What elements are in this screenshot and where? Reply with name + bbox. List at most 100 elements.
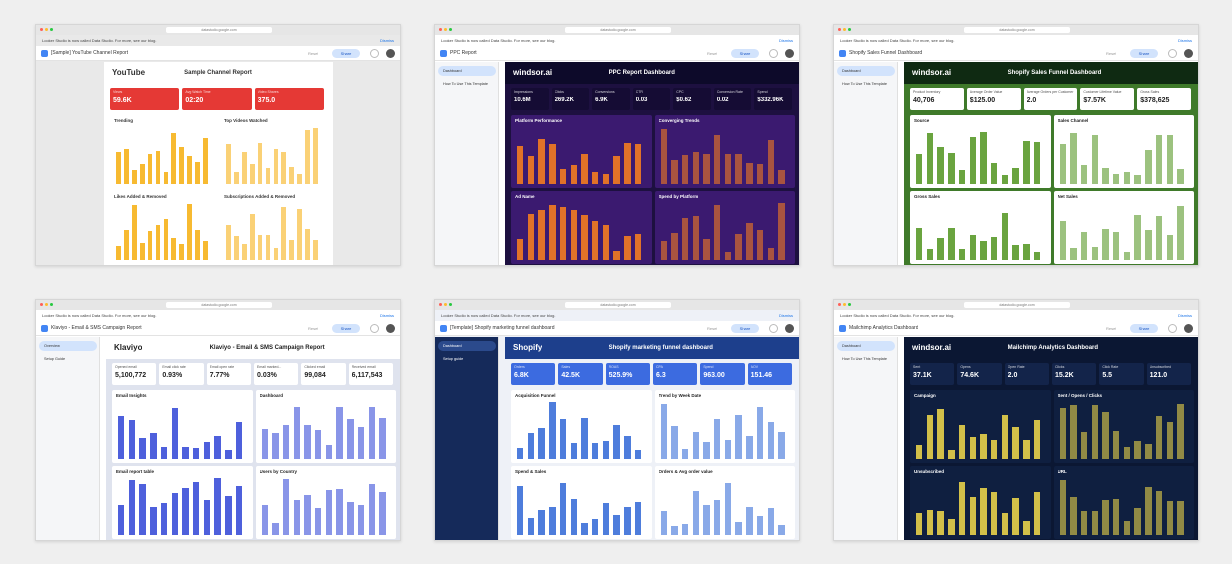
card: Orders & Avg order value bbox=[654, 466, 795, 539]
dismiss[interactable]: Dismiss bbox=[1178, 313, 1192, 318]
decor-bar bbox=[1070, 133, 1077, 184]
decor-bar bbox=[147, 231, 153, 260]
nav-item[interactable]: Setup guide bbox=[443, 357, 464, 361]
card: Users by Country bbox=[255, 466, 396, 539]
avatar bbox=[785, 49, 794, 58]
notice: Looker Studio is now called Data Studio.… bbox=[441, 313, 556, 318]
decor-bar bbox=[1113, 430, 1120, 459]
decor-bar bbox=[1166, 501, 1173, 535]
nav-item[interactable]: Dashboard bbox=[438, 341, 496, 351]
decor-bar bbox=[980, 132, 987, 184]
decor-bar bbox=[249, 164, 255, 184]
decor-bar bbox=[265, 168, 271, 184]
decor-bar bbox=[926, 415, 934, 459]
decor-bar bbox=[937, 147, 944, 184]
card-title: Gross Sales bbox=[914, 194, 941, 199]
share-button[interactable]: Share bbox=[1130, 49, 1158, 58]
card: URL bbox=[1053, 466, 1194, 539]
nav-item[interactable]: How To Use This Template bbox=[443, 82, 488, 86]
card-title: Likes Added & Removed bbox=[114, 194, 167, 199]
decor-bar bbox=[128, 479, 136, 535]
kpi-value: 6.9K bbox=[595, 97, 608, 103]
nav-item[interactable]: Dashboard bbox=[837, 66, 895, 76]
decor-bar bbox=[926, 133, 934, 184]
header bbox=[36, 321, 400, 336]
dismiss[interactable]: Dismiss bbox=[380, 313, 394, 318]
kpi-label: Conversion Rate bbox=[716, 90, 743, 94]
decor-bar bbox=[297, 208, 302, 260]
decor-bar bbox=[1059, 143, 1066, 184]
window-dot bbox=[50, 28, 53, 31]
brand: windsor.ai bbox=[912, 343, 952, 352]
decor-bar bbox=[379, 491, 386, 535]
decor-bar bbox=[591, 220, 599, 260]
kpi-value: 121.0 bbox=[1149, 372, 1168, 379]
dismiss[interactable]: Dismiss bbox=[779, 38, 793, 43]
decor-bar bbox=[756, 164, 764, 184]
decor-bar bbox=[778, 169, 785, 184]
decor-bar bbox=[948, 228, 955, 260]
reset-button[interactable]: Reset bbox=[1106, 51, 1117, 56]
decor-bar bbox=[179, 147, 185, 184]
kpi-value: 5.5 bbox=[1102, 372, 1113, 379]
kpi-tile: Conversion Rate 0.02 bbox=[713, 88, 752, 110]
dashboard-title: Shopify Sales Funnel Dashboard bbox=[1007, 70, 1102, 76]
reset-button[interactable]: Reset bbox=[308, 326, 319, 331]
decor-bar bbox=[289, 167, 295, 184]
decor-bar bbox=[289, 240, 295, 260]
dismiss[interactable]: Dismiss bbox=[380, 38, 394, 43]
share-button[interactable]: Share bbox=[731, 49, 759, 58]
nav-item[interactable]: How To Use This Template bbox=[842, 357, 887, 361]
nav-item[interactable]: Overview bbox=[39, 341, 97, 351]
window-dot bbox=[40, 28, 43, 31]
share-button[interactable]: Share bbox=[332, 49, 360, 58]
decor-bar bbox=[1070, 247, 1077, 260]
decor-bar bbox=[624, 507, 631, 535]
reset-button[interactable]: Reset bbox=[308, 51, 319, 56]
nav-item[interactable]: Dashboard bbox=[438, 66, 496, 76]
reset-button[interactable]: Reset bbox=[707, 51, 718, 56]
kpi-label: Average Order Value bbox=[969, 90, 1003, 94]
kpi-tile: Average Order Value $125.00 bbox=[966, 88, 1021, 110]
decor-bar bbox=[634, 449, 642, 459]
menu bbox=[370, 49, 379, 58]
share-button[interactable]: Share bbox=[332, 324, 360, 333]
url: datastudio.google.com bbox=[964, 302, 1070, 308]
reset-button[interactable]: Reset bbox=[707, 326, 718, 331]
decor-bar bbox=[163, 172, 169, 184]
decor-bar bbox=[692, 490, 700, 535]
kpi-tile: Sent 37.1K bbox=[910, 363, 955, 385]
decor-bar bbox=[591, 442, 599, 459]
decor-bar bbox=[980, 240, 987, 260]
dismiss[interactable]: Dismiss bbox=[1178, 38, 1192, 43]
decor-bar bbox=[131, 205, 137, 260]
decor-bar bbox=[671, 232, 678, 260]
kpi-tile: Average Orders per Customer 2.0 bbox=[1023, 88, 1078, 110]
nav-item[interactable]: Setup Guide bbox=[44, 357, 66, 361]
decor-bar bbox=[1155, 135, 1163, 184]
share-button[interactable]: Share bbox=[1130, 324, 1158, 333]
notice: Looker Studio is now called Data Studio.… bbox=[42, 38, 157, 43]
kpi-value: $0.62 bbox=[676, 97, 692, 103]
reset-button[interactable]: Reset bbox=[1106, 326, 1117, 331]
decor-bar bbox=[746, 507, 753, 535]
dismiss[interactable]: Dismiss bbox=[779, 313, 793, 318]
decor-bar bbox=[756, 516, 764, 535]
menu bbox=[769, 324, 778, 333]
report-title: Shopify Sales Funnel Dashboard bbox=[849, 50, 923, 56]
decor-bar bbox=[916, 513, 923, 535]
kpi-value: 5,100,772 bbox=[115, 372, 147, 379]
decor-bar bbox=[257, 234, 263, 260]
report-title: [Sample] YouTube Channel Report bbox=[51, 50, 129, 56]
decor-bar bbox=[214, 436, 221, 459]
decor-bar bbox=[1113, 174, 1120, 184]
decor-bar bbox=[624, 236, 631, 260]
share-button[interactable]: Share bbox=[731, 324, 759, 333]
nav-item[interactable]: Dashboard bbox=[837, 341, 895, 351]
decor-bar bbox=[304, 425, 311, 459]
decor-bar bbox=[681, 524, 689, 535]
nav-item[interactable]: How To Use This Template bbox=[842, 82, 887, 86]
report-title: Mailchimp Analytics Dashboard bbox=[849, 325, 919, 331]
decor-bar bbox=[602, 173, 610, 184]
decor-bar bbox=[591, 519, 599, 535]
